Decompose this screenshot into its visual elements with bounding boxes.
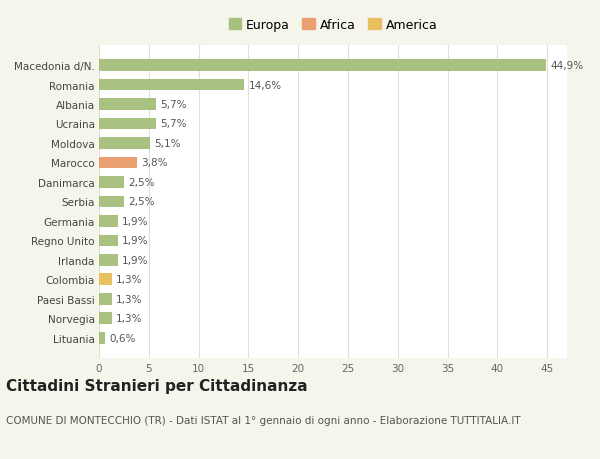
Text: Cittadini Stranieri per Cittadinanza: Cittadini Stranieri per Cittadinanza: [6, 379, 308, 394]
Bar: [99, 177, 124, 188]
Text: COMUNE DI MONTECCHIO (TR) - Dati ISTAT al 1° gennaio di ogni anno - Elaborazione: COMUNE DI MONTECCHIO (TR) - Dati ISTAT a…: [6, 415, 521, 425]
Text: 5,1%: 5,1%: [154, 139, 180, 149]
Bar: [99, 274, 112, 285]
Text: 1,9%: 1,9%: [122, 216, 148, 226]
Text: 1,9%: 1,9%: [122, 236, 148, 246]
Bar: [99, 293, 112, 305]
Text: 2,5%: 2,5%: [128, 178, 154, 188]
Bar: [99, 118, 156, 130]
Text: 0,6%: 0,6%: [109, 333, 136, 343]
Text: 1,9%: 1,9%: [122, 255, 148, 265]
Text: 3,8%: 3,8%: [141, 158, 167, 168]
Bar: [99, 313, 112, 325]
Bar: [99, 79, 244, 91]
Bar: [99, 138, 150, 150]
Bar: [99, 99, 156, 111]
Legend: Europa, Africa, America: Europa, Africa, America: [223, 14, 443, 37]
Bar: [99, 60, 546, 72]
Text: 44,9%: 44,9%: [550, 61, 583, 71]
Bar: [99, 196, 124, 208]
Text: 1,3%: 1,3%: [116, 313, 142, 324]
Bar: [99, 216, 118, 227]
Text: 5,7%: 5,7%: [160, 100, 186, 110]
Text: 14,6%: 14,6%: [248, 80, 281, 90]
Text: 1,3%: 1,3%: [116, 274, 142, 285]
Bar: [99, 235, 118, 246]
Bar: [99, 157, 137, 169]
Bar: [99, 254, 118, 266]
Text: 2,5%: 2,5%: [128, 197, 154, 207]
Bar: [99, 332, 105, 344]
Text: 5,7%: 5,7%: [160, 119, 186, 129]
Text: 1,3%: 1,3%: [116, 294, 142, 304]
